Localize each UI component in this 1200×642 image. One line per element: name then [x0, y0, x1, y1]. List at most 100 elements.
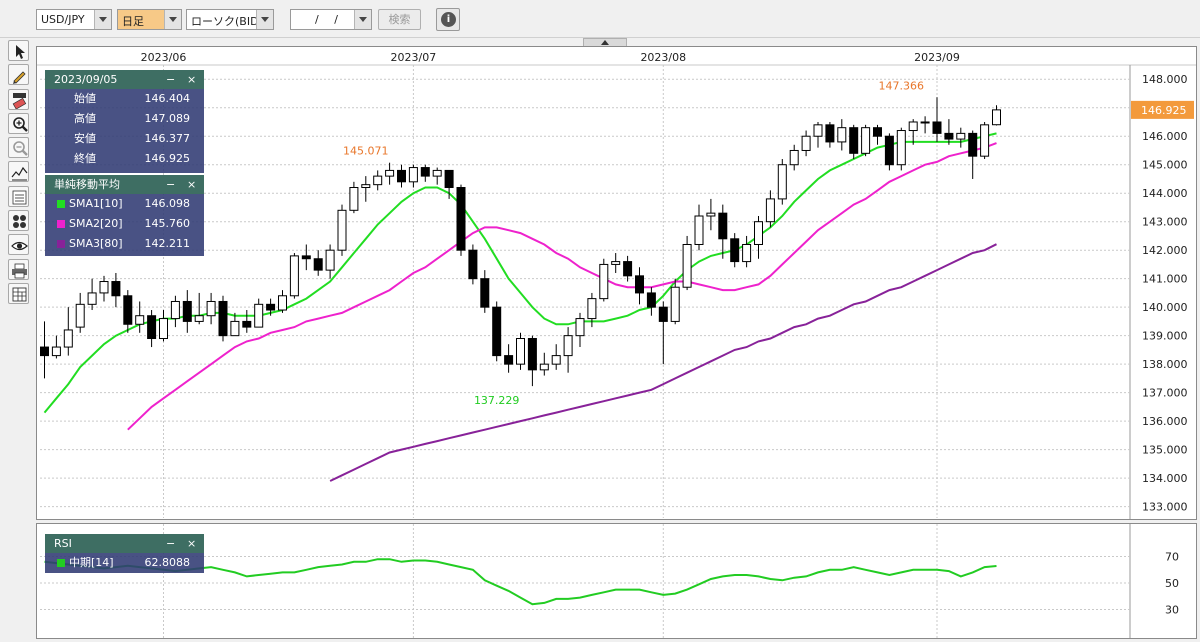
rsi-title: RSI: [54, 537, 72, 550]
candle-body: [873, 127, 882, 137]
zoom-in-tool-button[interactable]: [8, 112, 29, 134]
close-icon[interactable]: ×: [187, 537, 197, 550]
eraser-all-tool-button[interactable]: [8, 88, 29, 110]
candle-body: [63, 329, 73, 348]
candle: [551, 344, 561, 370]
candle: [801, 130, 811, 157]
ohlc-date: 2023/09/05: [54, 73, 118, 86]
candle-body: [706, 212, 716, 217]
candle-body: [266, 303, 276, 311]
candle-body: [40, 346, 49, 357]
candle: [813, 121, 823, 148]
minimize-icon[interactable]: −: [166, 178, 176, 191]
chevron-down-icon[interactable]: [164, 10, 181, 29]
candle: [278, 290, 287, 313]
search-button[interactable]: 検索: [378, 9, 421, 30]
print-tool-button[interactable]: [8, 258, 29, 280]
candle-body: [492, 306, 502, 357]
symbol-select-value: USD/JPY: [41, 13, 85, 26]
candle: [123, 290, 133, 333]
candle-body: [432, 169, 442, 177]
candle: [397, 164, 406, 188]
candle: [670, 278, 680, 325]
candle-body: [456, 187, 466, 251]
candle: [956, 127, 966, 148]
date-input[interactable]: / /: [290, 9, 372, 30]
chevron-down-icon[interactable]: [354, 10, 371, 29]
candle: [51, 335, 61, 359]
indicator-icon: [11, 167, 28, 181]
candle-body: [504, 355, 514, 365]
ohlc-row: 高値 147.089: [45, 109, 204, 129]
ohlc-row: 始値 146.404: [45, 89, 204, 109]
y-tick-label: 137.000: [1142, 387, 1188, 400]
current-price-label: 146.925: [1141, 104, 1187, 117]
candle-body: [254, 303, 264, 328]
top-toolbar: USD/JPY 日足 ローソク(BID) / / 検索 i: [0, 0, 1200, 38]
candle: [635, 267, 644, 305]
rsi-chart[interactable]: 70 50 30: [37, 524, 1196, 638]
candle: [301, 244, 311, 271]
symbol-select[interactable]: USD/JPY: [36, 9, 112, 30]
candle: [75, 292, 85, 333]
candle: [980, 121, 990, 160]
numeric-tool-button[interactable]: [8, 185, 29, 207]
print-icon: [12, 263, 27, 279]
y-tick-label: 146.000: [1142, 130, 1188, 143]
candle-body: [289, 255, 299, 297]
candle: [480, 270, 490, 313]
pointer-tool-button[interactable]: [8, 40, 29, 61]
minimize-icon[interactable]: −: [166, 73, 176, 86]
sma-swatch: [57, 200, 65, 208]
chart-kind-select[interactable]: ローソク(BID): [186, 9, 274, 30]
ohlc-row: 安値 146.377: [45, 129, 204, 149]
chart-kind-select-value: ローソク(BID): [191, 15, 263, 28]
candle: [754, 216, 763, 259]
minimize-icon[interactable]: −: [166, 537, 176, 550]
x-tick-label: 2023/08: [640, 51, 686, 64]
candle: [361, 176, 371, 202]
eye-icon: [11, 242, 28, 251]
candle: [825, 121, 835, 148]
candles: [40, 97, 1001, 387]
eraser-all-icon: [12, 92, 27, 109]
y-tick-label: 142.000: [1142, 244, 1188, 257]
rsi-info-row: 中期[14] 62.8088: [45, 553, 204, 573]
candle: [159, 310, 168, 342]
candle: [968, 130, 978, 179]
candle: [896, 127, 906, 171]
candle-body: [754, 221, 763, 245]
candle-body: [230, 320, 240, 337]
candle: [694, 204, 704, 251]
candle: [932, 97, 942, 142]
candle-body: [801, 135, 811, 151]
ohlc-info-header: 2023/09/05 − ×: [45, 70, 204, 89]
layout-tool-button[interactable]: [8, 282, 29, 304]
info-button[interactable]: i: [436, 8, 460, 31]
candle-body: [884, 135, 894, 166]
candle: [230, 312, 240, 337]
candle: [408, 164, 418, 188]
candle: [444, 169, 454, 199]
candle-body: [551, 355, 561, 365]
candle-body: [87, 292, 97, 305]
eye-tool-button[interactable]: [8, 234, 29, 256]
price-chart[interactable]: 133.000 134.000 135.000 136.000 137.000 138.0…: [37, 47, 1196, 519]
candle-body: [908, 121, 918, 132]
candle-body: [742, 243, 752, 263]
chevron-down-icon[interactable]: [94, 10, 111, 29]
candle: [658, 301, 668, 365]
close-icon[interactable]: ×: [187, 178, 197, 191]
indicator-tool-button[interactable]: [8, 161, 29, 183]
candle: [87, 278, 97, 311]
close-icon[interactable]: ×: [187, 73, 197, 86]
zoom-out-tool-button[interactable]: [8, 137, 29, 159]
candle-body: [218, 300, 228, 337]
pencil-tool-button[interactable]: [8, 64, 29, 86]
chevron-down-icon[interactable]: [256, 10, 273, 29]
numeric-icon: [12, 190, 27, 205]
shapes-tool-button[interactable]: [8, 210, 29, 232]
drawing-tools: [8, 40, 30, 307]
timeframe-select[interactable]: 日足: [117, 9, 182, 30]
candle: [254, 298, 264, 328]
